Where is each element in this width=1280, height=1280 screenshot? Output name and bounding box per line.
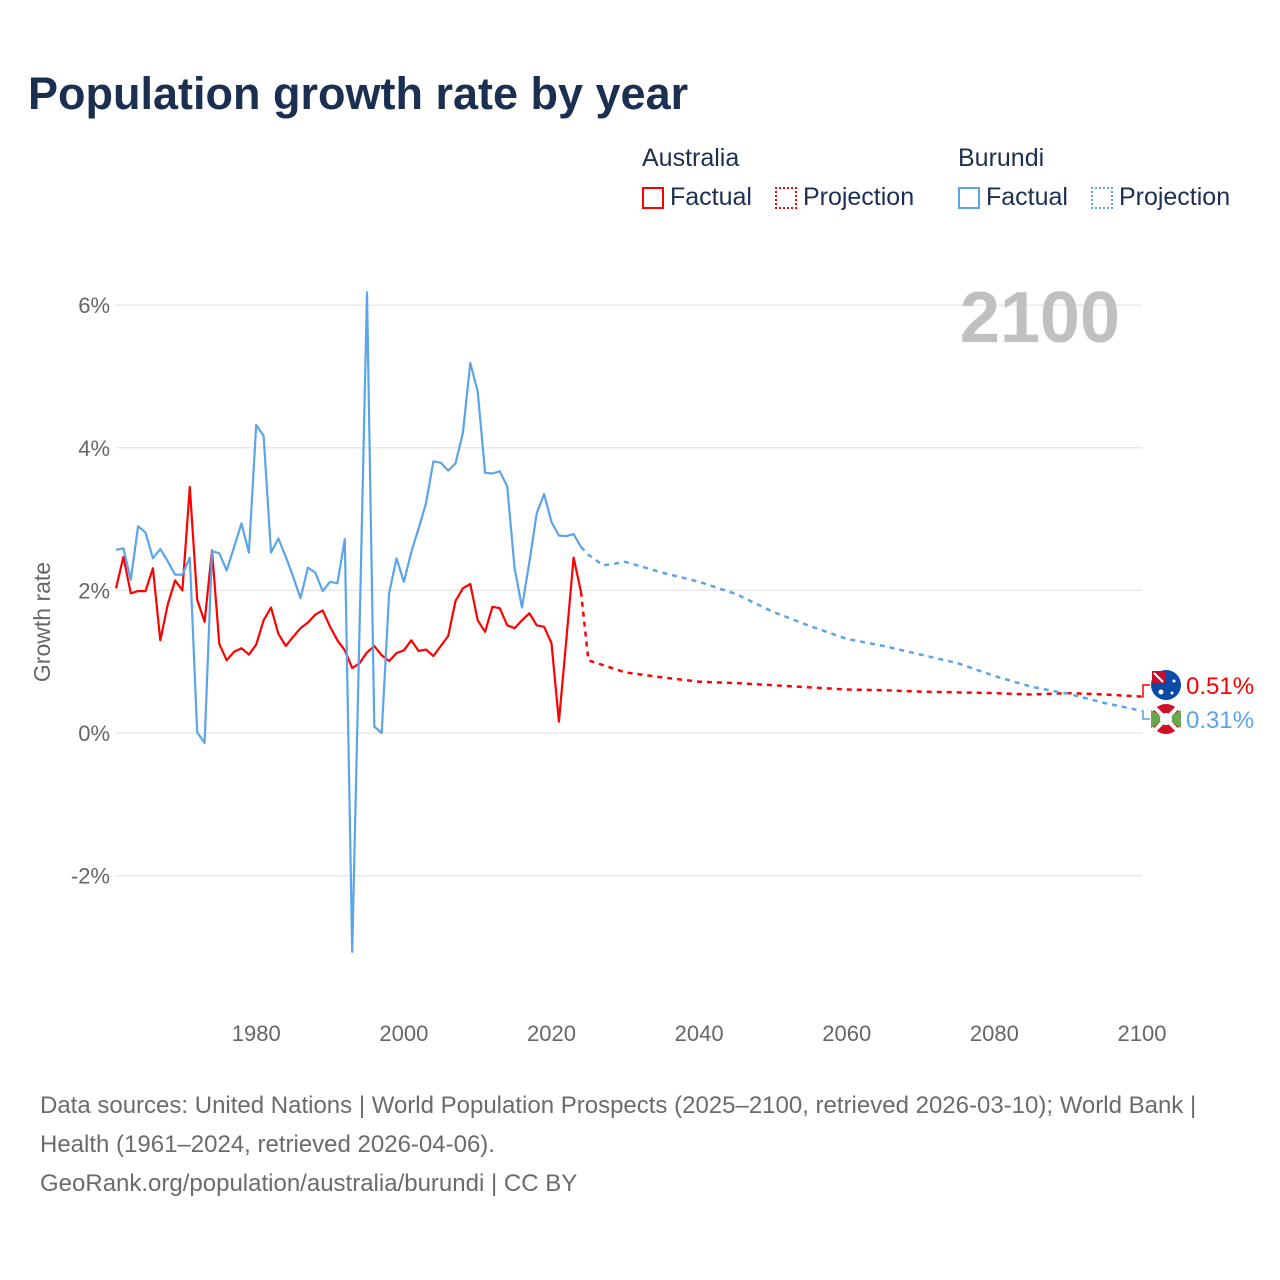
x-tick-label: 2080: [970, 1021, 1019, 1046]
burundi-flag-icon: [1151, 704, 1181, 734]
flag-disc: [1160, 713, 1172, 725]
y-tick-label: 6%: [78, 293, 110, 318]
flag-star: [1158, 689, 1164, 695]
legend-label: Projection: [802, 183, 915, 211]
y-tick-label: 4%: [78, 436, 110, 461]
x-tick-label: 2020: [527, 1021, 576, 1046]
end-connector: [1142, 684, 1150, 698]
dotted-swatch-icon: [774, 186, 797, 209]
solid-swatch-icon: [958, 186, 980, 209]
legend-burundi: Burundi Factual Projection: [958, 144, 1246, 216]
legend-burundi-factual[interactable]: Factual: [958, 183, 1068, 212]
australia-factual-line: [114, 485, 583, 723]
legend-country: Burundi: [958, 144, 1045, 172]
burundi-projection-line: [580, 546, 1143, 713]
legend-label: Projection: [1118, 183, 1231, 211]
x-tick-label: 2100: [1118, 1021, 1167, 1046]
flag-star: [1170, 691, 1174, 695]
x-tick-label: 2060: [822, 1021, 871, 1046]
source-link[interactable]: GeoRank.org/population/australia/burundi…: [40, 1170, 578, 1197]
australia-projection-line: [579, 591, 1143, 698]
chart-title: Population growth rate by year: [28, 68, 689, 119]
legend-australia-projection[interactable]: Projection: [774, 183, 915, 212]
y-tick-label: 0%: [78, 721, 110, 746]
legend-australia: Australia Factual Projection: [642, 144, 930, 216]
legend-burundi-projection[interactable]: Projection: [1090, 183, 1231, 212]
data-sources: Data sources: United Nations | World Pop…: [40, 1092, 1197, 1158]
x-tick-label: 1980: [232, 1021, 281, 1046]
legend-label: Factual: [986, 183, 1068, 211]
legend-country: Australia: [642, 144, 740, 172]
flag-cross: [1153, 672, 1164, 683]
australia-flag-icon: [1151, 670, 1181, 700]
x-tick-label: 2000: [379, 1021, 428, 1046]
y-tick-label: 2%: [78, 578, 110, 603]
burundi-factual-line: [115, 291, 582, 954]
x-tick-label: 2040: [675, 1021, 724, 1046]
y-axis-label: Growth rate: [29, 562, 55, 682]
burundi-end-value: 0.31%: [1186, 707, 1254, 734]
legend-label: Factual: [670, 183, 752, 211]
legend-australia-factual[interactable]: Factual: [642, 183, 752, 212]
source-note: Data sources: United Nations | World Pop…: [40, 1086, 1240, 1203]
end-connector: [1142, 710, 1150, 720]
dotted-swatch-icon: [1090, 186, 1113, 209]
y-tick-label: -2%: [71, 864, 110, 889]
australia-end-value: 0.51%: [1186, 673, 1254, 700]
solid-swatch-icon: [642, 186, 664, 209]
year-watermark: 2100: [960, 278, 1120, 358]
flag-star: [1172, 679, 1176, 683]
